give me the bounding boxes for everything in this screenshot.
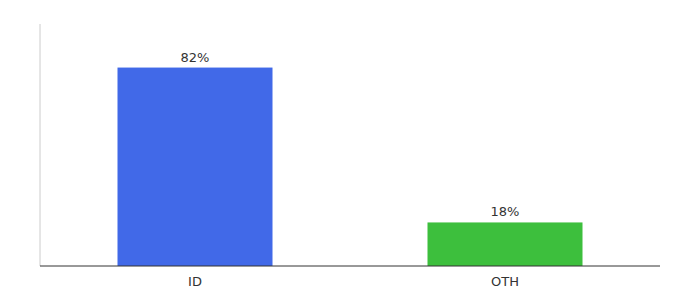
data-label: 18% (491, 204, 520, 219)
bar (428, 222, 583, 266)
x-axis-line (40, 266, 660, 267)
data-label: 82% (181, 50, 210, 65)
chart-container: 82% 18% ID OTH (0, 0, 680, 300)
x-tick-label: OTH (491, 274, 519, 289)
y-axis-line (40, 24, 41, 266)
x-tick-label: ID (188, 274, 202, 289)
bars (118, 68, 583, 266)
bar (118, 68, 273, 266)
chart-svg: 82% 18% ID OTH (0, 0, 680, 300)
